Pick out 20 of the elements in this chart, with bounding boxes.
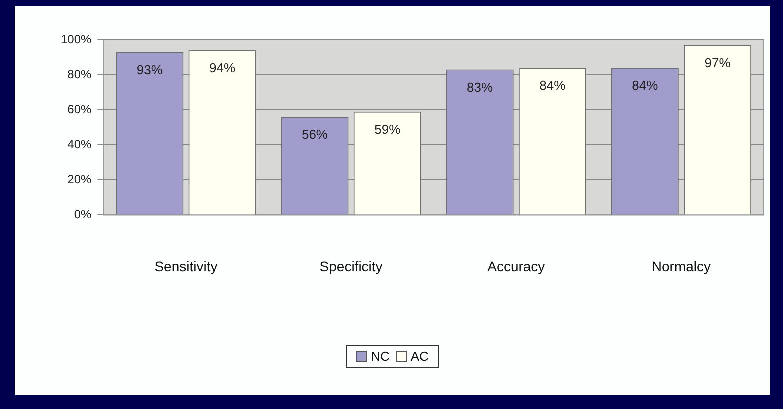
- y-tick-label: 100%: [60, 32, 92, 46]
- x-tick-label: Sensitivity: [154, 258, 218, 274]
- y-tick-label: 60%: [68, 102, 92, 116]
- x-tick-label: Normalcy: [652, 258, 712, 274]
- y-tick-label: 0%: [74, 208, 92, 222]
- legend-label: NC: [371, 349, 390, 364]
- y-tick-label: 20%: [68, 172, 92, 186]
- y-tick-label: 40%: [68, 137, 92, 152]
- legend-label: AC: [410, 349, 429, 364]
- data-label: 83%: [467, 80, 494, 95]
- data-label: 59%: [374, 122, 402, 137]
- data-label: 97%: [704, 55, 732, 70]
- data-label: 84%: [540, 78, 566, 94]
- x-tick-label: Specificity: [320, 258, 383, 274]
- data-label: 94%: [210, 60, 236, 76]
- x-tick-label: Accuracy: [488, 258, 546, 274]
- data-label: 84%: [632, 78, 659, 94]
- data-label: 93%: [136, 62, 164, 78]
- y-tick-label: 80%: [68, 67, 92, 82]
- data-label: 56%: [302, 127, 328, 142]
